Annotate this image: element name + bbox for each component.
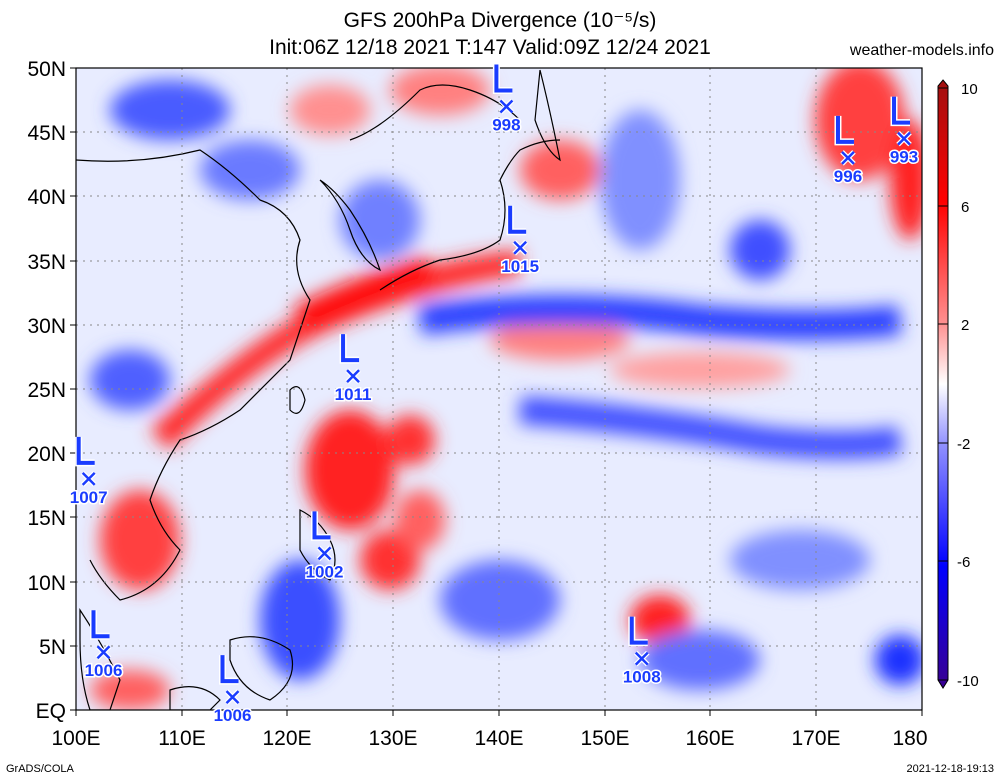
lat-label: 25N — [27, 379, 66, 402]
low-pressure-value: 996 — [834, 167, 862, 186]
low-center-x — [897, 131, 911, 146]
low-center-x — [225, 690, 240, 705]
low-center-x — [513, 240, 528, 255]
tick-marks — [70, 67, 923, 716]
lat-label: 10N — [27, 572, 66, 595]
low-marker: L996 — [832, 115, 864, 187]
low-marker: L1006 — [212, 655, 253, 727]
low-marker: L1015 — [500, 205, 541, 277]
lon-label: 180 — [892, 727, 927, 750]
low-letter-mark — [494, 64, 513, 93]
lon-label: 140E — [474, 727, 523, 750]
colorbar-label: 10 — [961, 81, 978, 98]
low-pressure-value: 1007 — [70, 488, 108, 507]
lon-label: 110E — [158, 727, 206, 750]
low-pressure-value: 1015 — [501, 257, 539, 276]
low-center-x — [81, 471, 96, 486]
lon-label: 120E — [262, 727, 311, 750]
lat-label: 15N — [27, 507, 66, 530]
lat-label: 35N — [27, 251, 66, 274]
low-marker: L1008 — [621, 616, 662, 688]
low-marker: L1007 — [68, 436, 109, 508]
longitude-labels: 100E 110E 120E 130E 140E 150E 160E 170E … — [51, 727, 927, 750]
low-pressure-value: 1008 — [623, 668, 661, 687]
latitude-labels: 50N 45N 40N 35N 30N 25N 20N 15N 10N 5N E… — [27, 58, 66, 723]
low-letter-mark — [341, 334, 360, 363]
footer-timestamp: 2021-12-18-19:13 — [906, 763, 994, 775]
colorbar-label: 6 — [961, 199, 969, 216]
grid-lines — [76, 68, 922, 710]
low-marker: L1011 — [333, 334, 373, 406]
low-letter-mark — [91, 610, 110, 639]
colorbar: 10 6 2 -2 -6 -10 — [937, 79, 979, 690]
low-letter-mark — [835, 115, 854, 144]
lon-label: 100E — [51, 727, 100, 750]
divergence-field — [76, 68, 922, 710]
low-marker: L1002 — [304, 511, 345, 583]
low-letter-mark — [76, 436, 95, 465]
low-pressure-value: 998 — [492, 116, 520, 135]
lat-label: 45N — [27, 122, 66, 145]
lon-label: 170E — [791, 727, 840, 750]
low-center-x — [346, 369, 360, 384]
low-center-x — [96, 645, 111, 660]
low-center-x — [841, 150, 855, 165]
low-center-x — [499, 99, 514, 114]
lat-label: 30N — [27, 315, 66, 338]
low-pressure-value: 1011 — [335, 385, 372, 404]
lon-label: 130E — [368, 727, 417, 750]
low-marker: L1006 — [83, 610, 124, 682]
site-name: weather-models.info — [849, 42, 994, 59]
low-pressure-value: 1006 — [85, 661, 123, 680]
lat-label: 20N — [27, 443, 66, 466]
low-letter-mark — [629, 616, 648, 645]
low-letter-mark — [220, 655, 239, 684]
colorbar-label: -2 — [957, 436, 970, 453]
low-marker: L993 — [888, 96, 920, 168]
low-pressure-value: 1006 — [214, 706, 252, 725]
lat-label: 50N — [27, 58, 66, 81]
colorbar-label: -6 — [957, 554, 970, 571]
lat-label: EQ — [36, 700, 66, 723]
low-letter-mark — [312, 511, 331, 540]
map-subtitle: Init:06Z 12/18 2021 T:147 Valid:09Z 12/2… — [269, 36, 711, 59]
lon-label: 160E — [685, 727, 734, 750]
footer-software: GrADS/COLA — [6, 763, 74, 775]
colorbar-label: -10 — [957, 673, 979, 690]
low-center-x — [317, 546, 332, 561]
low-letter-mark — [892, 96, 911, 125]
lon-label: 150E — [580, 727, 629, 750]
lat-label: 40N — [27, 186, 66, 209]
low-center-x — [634, 651, 649, 666]
map-title: GFS 200hPa Divergence (10⁻⁵/s) — [343, 9, 657, 32]
lat-label: 5N — [39, 636, 66, 659]
low-letter-mark — [508, 205, 527, 234]
colorbar-label: 2 — [961, 317, 969, 334]
low-pressure-value: 1002 — [306, 562, 344, 581]
low-pressure-value: 993 — [890, 148, 918, 167]
